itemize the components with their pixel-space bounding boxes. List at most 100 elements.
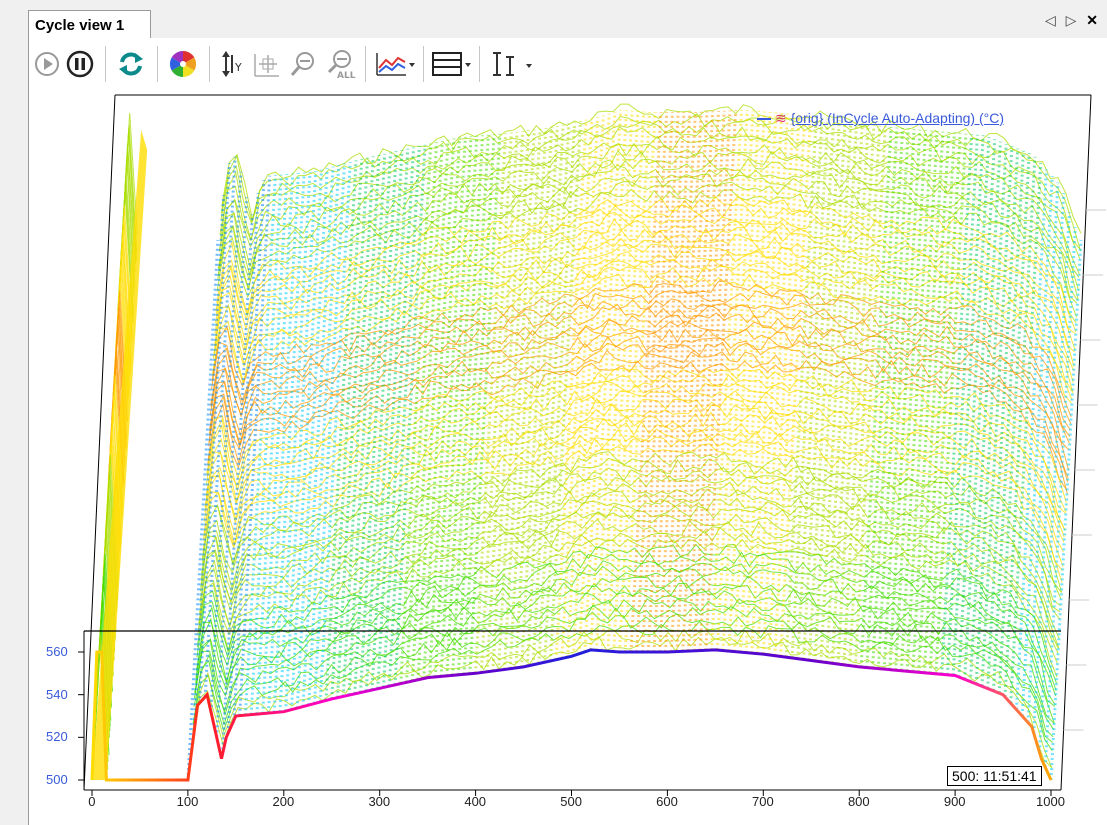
heat-band (830, 123, 864, 664)
x-tick-label: 500 (560, 794, 582, 809)
legend[interactable]: ≋ {orig} (InCycle Auto-Adapting) (°C) (757, 110, 1004, 127)
heat-band (836, 124, 870, 665)
tab-navigation: ◁ ▷ ✕ (1045, 12, 1101, 29)
play-button[interactable] (33, 38, 61, 90)
heat-band (698, 110, 732, 651)
heat-band (721, 110, 755, 651)
chart-style-dropdown[interactable] (373, 38, 417, 90)
heat-band (715, 109, 749, 651)
tab-cycle-view[interactable]: Cycle view 1 (28, 10, 151, 38)
heat-band (209, 171, 243, 712)
heat-band (249, 174, 283, 715)
heat-band (583, 111, 617, 652)
heat-band (991, 150, 1025, 691)
heat-band (727, 110, 761, 652)
heat-band (1037, 212, 1071, 753)
heat-band (387, 146, 421, 687)
heat-band (577, 113, 611, 654)
heat-band (738, 112, 772, 653)
toolbar: Y ALL (28, 38, 1107, 90)
heat-band (600, 110, 634, 651)
heat-band (617, 111, 651, 653)
heat-band (232, 180, 266, 721)
heat-band (658, 111, 692, 653)
heat-band (853, 126, 887, 667)
heat-band (934, 133, 968, 674)
heat-band (911, 131, 945, 672)
heat-band (980, 146, 1014, 687)
heat-band (865, 127, 899, 668)
x-tick-label: 600 (656, 794, 678, 809)
heat-band (359, 152, 393, 693)
zoom-all-button[interactable]: ALL (323, 38, 357, 90)
heat-band (1009, 163, 1043, 704)
heat-band (422, 138, 456, 679)
legend-label[interactable]: {orig} (InCycle Auto-Adapting) (°C) (790, 110, 1004, 126)
heat-band (784, 117, 818, 658)
color-wheel-icon (169, 50, 197, 78)
autoscale-y-button[interactable]: Y (217, 38, 249, 90)
x-tick-label: 100 (176, 794, 199, 809)
heat-band (951, 135, 985, 676)
spike-trace (92, 130, 148, 780)
pan-button[interactable] (251, 38, 283, 90)
x-tick-label: 200 (272, 794, 295, 809)
heat-band (1003, 156, 1037, 697)
heat-band (508, 128, 542, 669)
heat-band (1020, 175, 1054, 717)
heat-band (963, 139, 997, 680)
heat-band (1032, 192, 1066, 734)
heat-band (238, 175, 272, 716)
heat-band (220, 214, 254, 755)
heat-band (433, 136, 467, 678)
autoscale-y-icon: Y (222, 51, 242, 77)
heat-band (376, 148, 410, 689)
heat-band (876, 128, 910, 669)
heat-band (681, 111, 715, 652)
cursor-dropdown[interactable] (487, 38, 535, 90)
tab-scroll-arrows[interactable]: ◁ ▷ (1044, 12, 1080, 28)
history-trace (92, 620, 1053, 764)
heat-band (370, 149, 404, 691)
heat-band (445, 135, 479, 676)
heat-band (807, 120, 841, 661)
heat-band (491, 130, 525, 672)
layout-icon (432, 52, 471, 76)
heat-band (324, 160, 358, 701)
heat-band (399, 143, 433, 684)
svg-text:ALL: ALL (337, 71, 356, 80)
x-tick-label: 900 (943, 794, 966, 809)
heat-band (531, 124, 565, 665)
heat-band (945, 134, 979, 675)
heat-band (640, 111, 674, 653)
heat-band (468, 133, 502, 674)
palette-button[interactable] (167, 38, 199, 90)
heat-band (272, 172, 306, 713)
heat-band (692, 110, 726, 651)
heat-band (393, 144, 427, 685)
heat-band (842, 124, 876, 665)
cycle-waterfall-chart[interactable] (29, 90, 1107, 825)
heat-band (629, 111, 663, 653)
heat-band (652, 111, 686, 653)
heat-band (560, 118, 594, 659)
plot-area[interactable]: ≋ {orig} (InCycle Auto-Adapting) (°C) 50… (28, 90, 1107, 825)
heat-band (940, 134, 974, 675)
heat-band (986, 148, 1020, 689)
refresh-button[interactable] (115, 38, 147, 90)
heat-band (537, 123, 571, 664)
layout-dropdown[interactable] (429, 38, 473, 90)
heat-band (571, 115, 605, 656)
heat-band (773, 115, 807, 656)
heat-band (623, 111, 657, 653)
heat-band (261, 173, 295, 714)
front-profile-line (90, 648, 1053, 782)
heat-band (554, 119, 588, 660)
zoom-out-button[interactable] (287, 38, 319, 90)
close-icon[interactable]: ✕ (1086, 12, 1101, 28)
cycle-timestamp-label: 500: 11:51:41 (947, 766, 1042, 786)
pause-button[interactable] (65, 38, 95, 90)
line-chart-icon (376, 53, 415, 76)
heat-band (307, 164, 341, 706)
refresh-icon (119, 52, 143, 76)
